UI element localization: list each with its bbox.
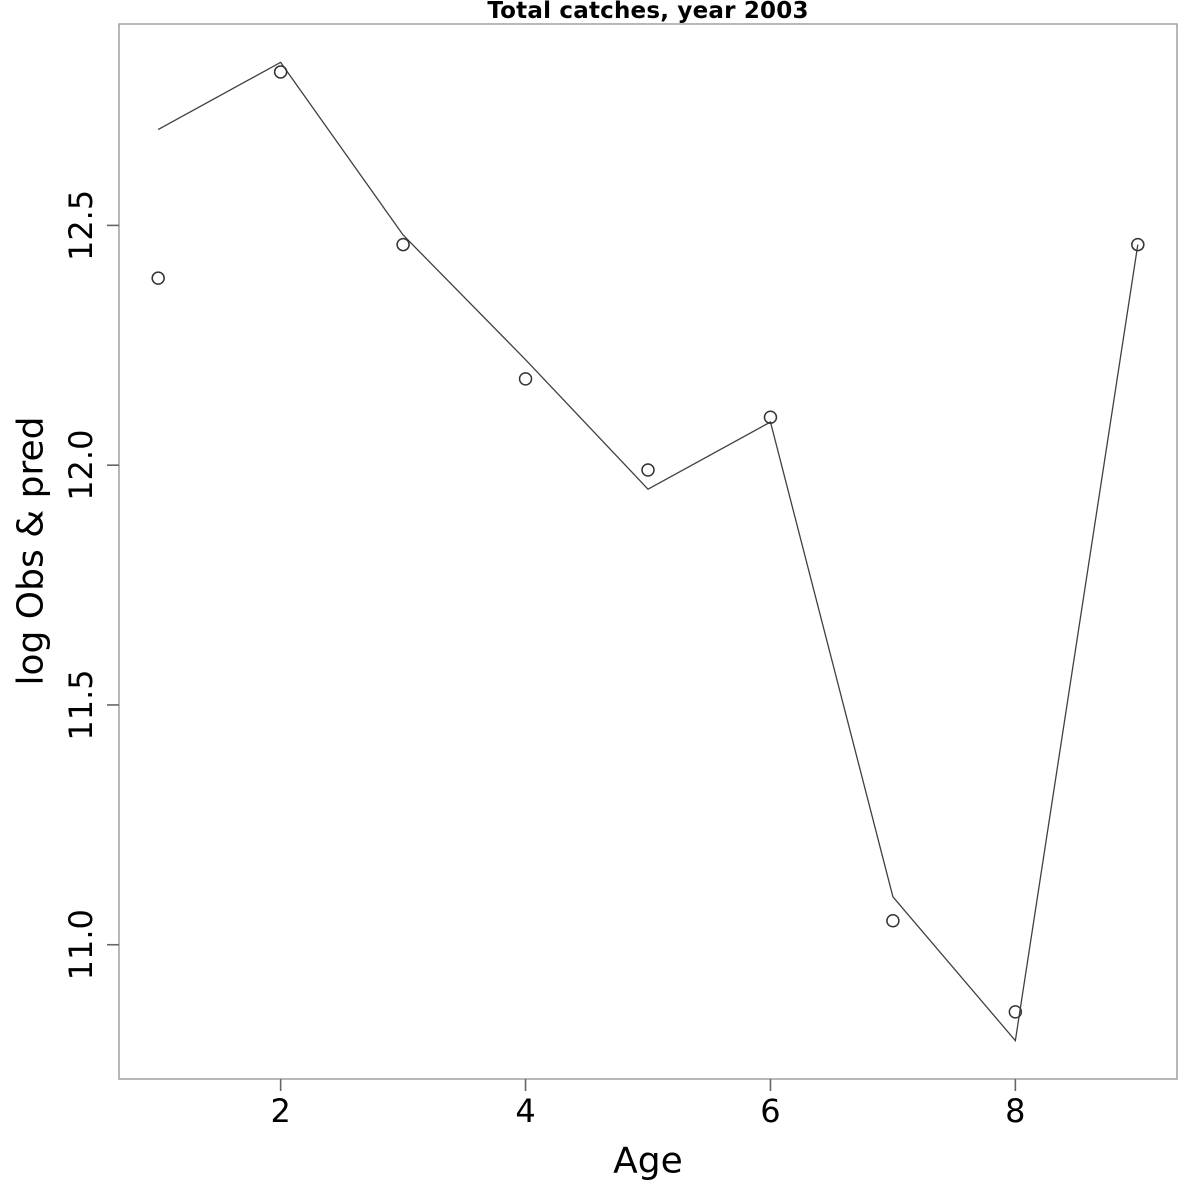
x-axis-title: Age bbox=[613, 1140, 683, 1182]
predicted-line bbox=[157, 61, 1139, 1043]
y-tick-label: 12.5 bbox=[62, 190, 100, 261]
observed-point bbox=[641, 463, 655, 477]
x-tick-label: 8 bbox=[1005, 1092, 1025, 1130]
chart-title: Total catches, year 2003 bbox=[487, 0, 809, 24]
x-tick-label: 6 bbox=[760, 1092, 780, 1130]
x-tick-label: 4 bbox=[515, 1092, 535, 1130]
y-tick-label: 11.5 bbox=[62, 669, 100, 740]
observed-point bbox=[396, 237, 410, 252]
y-axis-title: log Obs & pred bbox=[10, 416, 52, 686]
y-tick-label: 11.0 bbox=[62, 909, 100, 980]
observed-point bbox=[518, 372, 533, 386]
observed-point bbox=[273, 65, 288, 79]
observed-point bbox=[151, 271, 165, 285]
x-tick-label: 2 bbox=[270, 1092, 290, 1130]
observed-point bbox=[1008, 1005, 1023, 1019]
observed-point bbox=[1131, 237, 1145, 252]
observed-point bbox=[886, 914, 900, 928]
observed-point bbox=[763, 410, 778, 424]
y-tick-label: 12.0 bbox=[62, 430, 100, 501]
plot-border-box bbox=[118, 23, 1178, 1080]
